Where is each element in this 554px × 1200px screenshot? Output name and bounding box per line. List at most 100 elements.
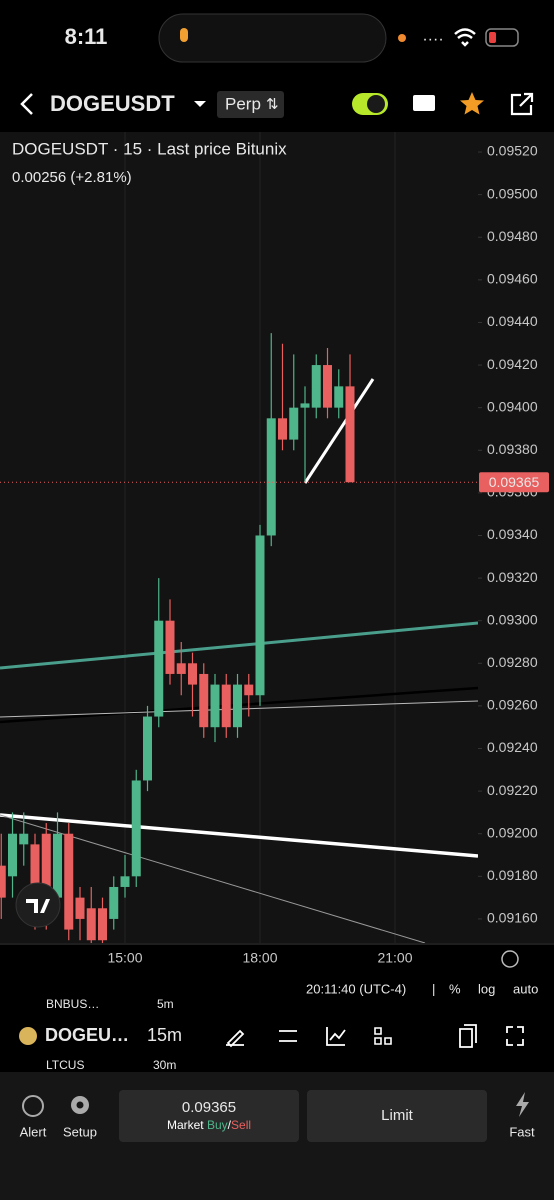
signal-icon: ···· — [422, 31, 443, 48]
plot-area — [0, 132, 478, 943]
y-tick-label: 0.09300 — [487, 611, 538, 627]
candle-body — [154, 620, 164, 717]
clock: 20:11:40 (UTC-4) — [306, 981, 406, 996]
battery-icon — [485, 28, 519, 47]
auto-toggle[interactable]: auto — [513, 981, 538, 996]
fast-label[interactable]: Fast — [509, 1124, 535, 1139]
y-tick-label: 0.09500 — [487, 185, 538, 201]
percent-toggle[interactable]: % — [449, 981, 461, 996]
perp-label: Perp — [225, 94, 261, 113]
chart-area — [0, 132, 554, 945]
market-button[interactable] — [119, 1090, 299, 1142]
last-price-box — [479, 472, 549, 493]
fast-icon[interactable] — [516, 1092, 529, 1117]
alert-icon[interactable] — [22, 1095, 44, 1117]
indicator-icon[interactable] — [279, 1030, 297, 1042]
y-tick-label: 0.09180 — [487, 867, 538, 883]
back-button[interactable] — [20, 93, 33, 115]
settings-icon[interactable] — [501, 950, 519, 968]
candle-body — [233, 684, 243, 728]
symbol-dropdown[interactable] — [194, 101, 206, 107]
candle-body — [41, 833, 51, 919]
y-tick-label: 0.09340 — [487, 526, 538, 542]
candle-body — [221, 684, 231, 728]
divider: | — [432, 981, 435, 996]
slash: / — [228, 1118, 232, 1132]
candle-body — [323, 365, 333, 408]
y-tick-label: 0.09320 — [487, 569, 538, 585]
y-tick-label: 0.09220 — [487, 782, 538, 798]
y-tick-label: 0.09260 — [487, 697, 538, 713]
toolbar-interval[interactable]: 15m — [147, 1025, 182, 1045]
candle-body — [53, 833, 63, 898]
market-label: Market — [167, 1118, 204, 1132]
y-tick-label: 0.09200 — [487, 824, 538, 840]
symbol-title[interactable]: DOGEUSDT — [50, 91, 175, 116]
candle-body — [244, 684, 254, 696]
templates-icon[interactable] — [374, 1027, 392, 1045]
candle-body — [30, 844, 40, 909]
toolbar-symbol[interactable]: DOGEU… — [45, 1025, 129, 1045]
candle-body — [120, 876, 130, 887]
status-time: 8:11 — [65, 24, 108, 49]
trend-line — [0, 621, 478, 670]
candle-body — [176, 663, 186, 674]
perp-badge[interactable] — [217, 91, 284, 118]
candle-body — [143, 716, 153, 781]
sell-label: Sell — [231, 1118, 251, 1132]
tv-logo-glyph — [26, 899, 50, 913]
candle-body — [311, 365, 321, 408]
setup-label[interactable]: Setup — [63, 1124, 97, 1139]
dynamic-island — [158, 13, 387, 63]
candle-body — [278, 418, 288, 440]
candle-body — [75, 897, 85, 919]
copy-icon[interactable] — [459, 1024, 477, 1048]
candle-body — [109, 886, 119, 919]
candle-body — [64, 833, 74, 930]
chat-icon[interactable] — [413, 95, 435, 111]
y-tick-label: 0.09380 — [487, 441, 538, 457]
watch-interval: 30m — [153, 1058, 176, 1072]
wifi-icon — [454, 28, 476, 47]
swap-icon: ⇅ — [266, 96, 279, 113]
last-price-label: 0.09365 — [489, 474, 540, 490]
draw-icon[interactable] — [226, 1029, 245, 1048]
candle-body — [210, 684, 220, 728]
battery-level — [489, 32, 496, 43]
privacy-dot — [398, 34, 406, 42]
market-buy-sell: Market Buy/Sell — [167, 1118, 251, 1132]
limit-label: Limit — [381, 1107, 414, 1124]
buy-label: Buy — [207, 1118, 228, 1132]
candle-body — [8, 833, 18, 877]
trend-line — [303, 378, 375, 484]
y-tick-label: 0.09420 — [487, 356, 538, 372]
candle-body — [345, 386, 355, 483]
chart-type-icon[interactable] — [326, 1027, 346, 1046]
y-tick-label: 0.09460 — [487, 271, 538, 287]
candle-body — [19, 833, 29, 845]
x-tick-label: 18:00 — [242, 950, 277, 966]
mic-icon — [180, 28, 188, 42]
candle-body — [86, 908, 96, 941]
alert-label[interactable]: Alert — [20, 1124, 47, 1139]
trend-line — [0, 813, 478, 858]
toggle-knob — [367, 95, 385, 113]
candle-body — [334, 386, 344, 408]
watch-interval: 5m — [157, 997, 174, 1011]
y-tick-label: 0.09520 — [487, 143, 538, 159]
log-toggle[interactable]: log — [478, 981, 495, 996]
coin-icon — [19, 1027, 37, 1045]
limit-button[interactable] — [307, 1090, 487, 1142]
share-icon[interactable] — [510, 92, 534, 116]
candle-body — [300, 403, 310, 408]
candle-body — [266, 418, 276, 536]
market-price: 0.09365 — [182, 1099, 236, 1116]
fullscreen-icon[interactable] — [506, 1026, 524, 1046]
setup-icon-hole — [76, 1101, 84, 1109]
favorite-icon[interactable] — [460, 92, 484, 115]
candle-body — [289, 407, 299, 440]
x-tick-label: 15:00 — [107, 950, 142, 966]
candle-body — [199, 673, 209, 728]
x-tick-label: 21:00 — [377, 950, 412, 966]
